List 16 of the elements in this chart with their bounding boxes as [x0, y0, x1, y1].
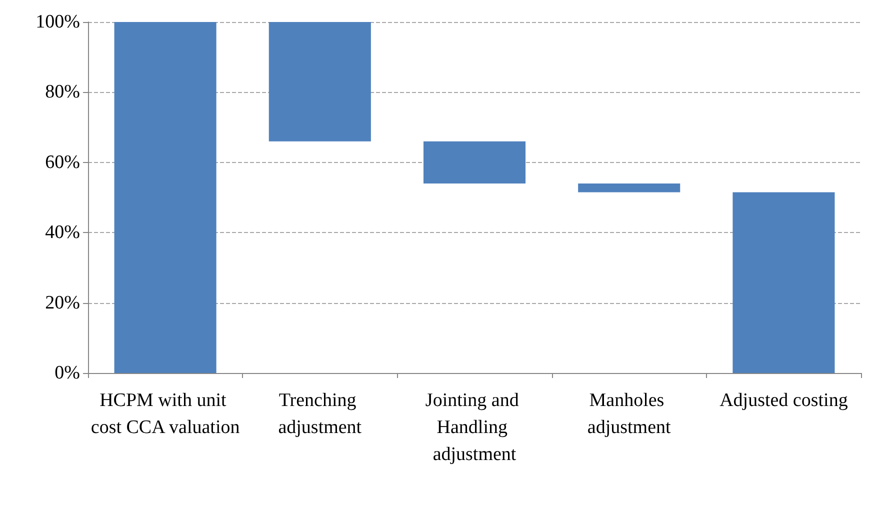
bar: [114, 22, 216, 373]
bar: [732, 192, 835, 373]
bar: [268, 22, 371, 142]
y-tick-label: 0%: [54, 362, 80, 384]
y-tick-label: 40%: [45, 222, 80, 244]
x-tick-label: Trenching adjustment: [278, 390, 362, 438]
x-tick-label: HCPM with unit cost CCA valuation: [90, 390, 240, 438]
bar: [423, 141, 526, 184]
y-tick-label: 100%: [36, 12, 80, 32]
x-tick-label: Adjusted costing: [720, 390, 848, 411]
x-tick-label: Jointing and Handling adjustment: [425, 390, 524, 465]
x-tick-label: Manholes adjustment: [587, 390, 672, 438]
bar: [578, 183, 680, 192]
y-tick-label: 80%: [45, 82, 80, 103]
y-tick-label: 60%: [45, 152, 80, 173]
y-tick-label: 20%: [45, 292, 80, 314]
